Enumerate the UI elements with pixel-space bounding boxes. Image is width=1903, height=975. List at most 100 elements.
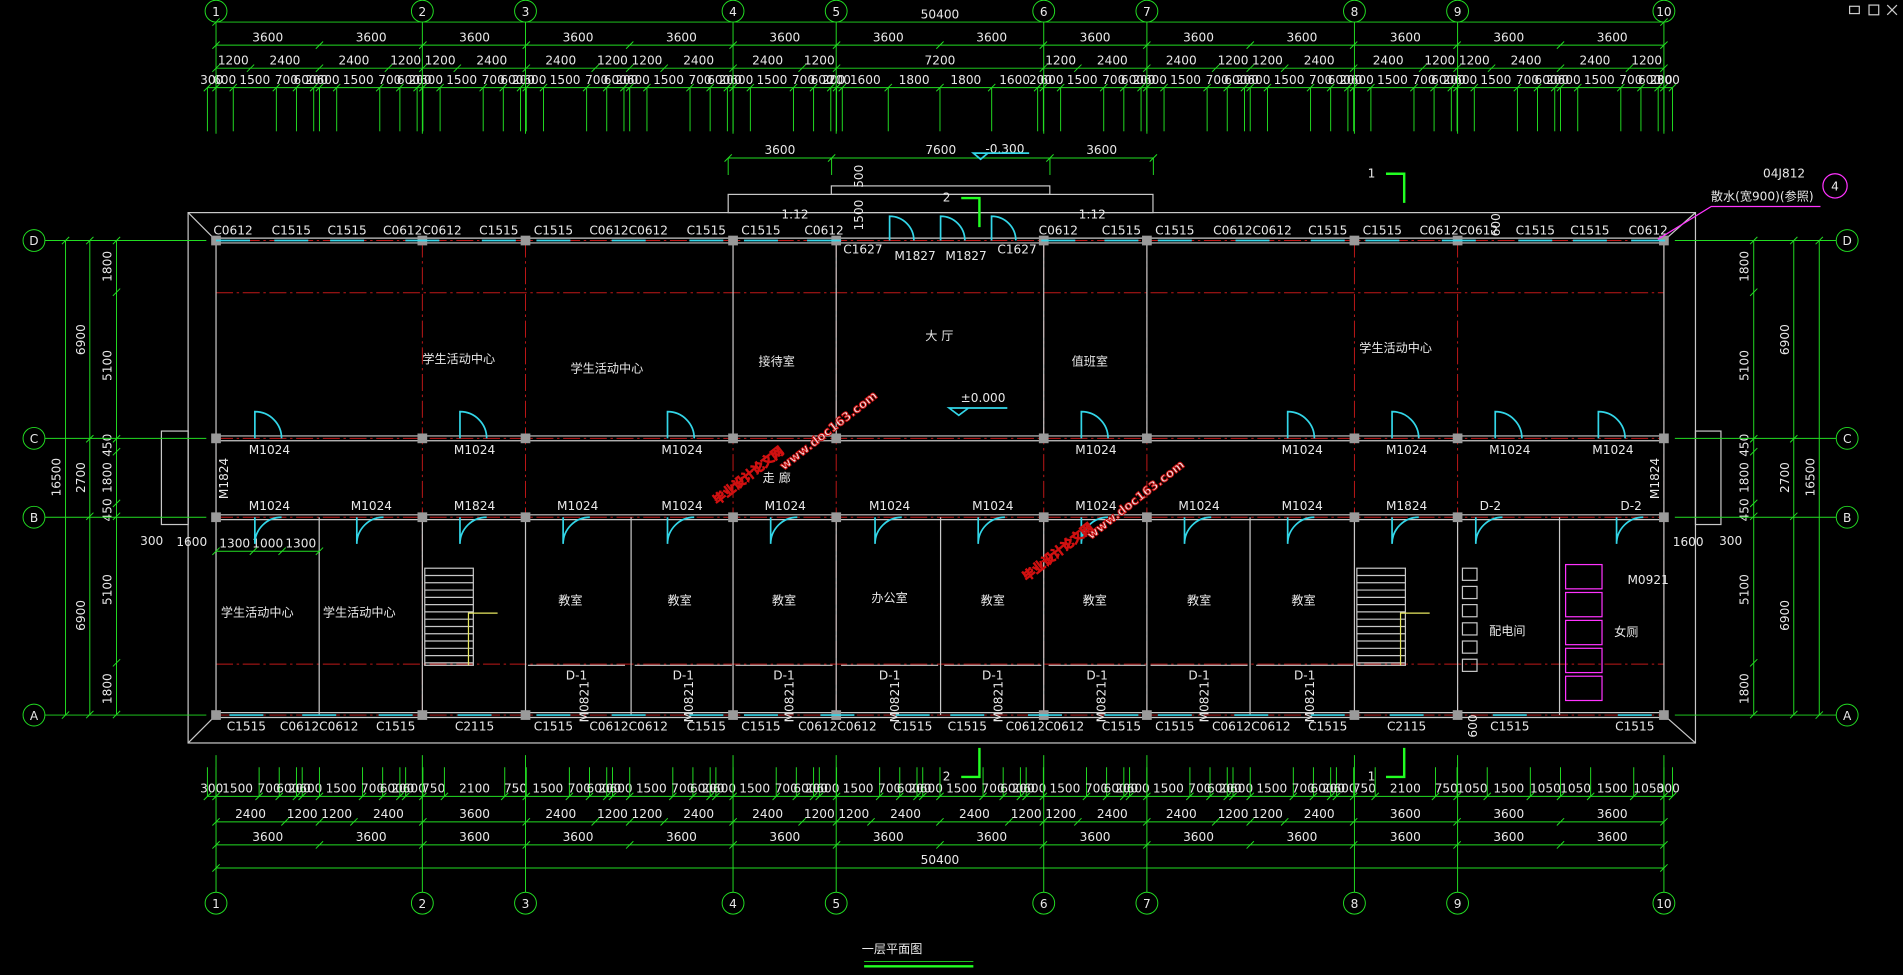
dim-tick <box>418 840 427 849</box>
toilet-stall <box>1564 591 1603 618</box>
dim-label: 200 <box>1236 73 1259 87</box>
axis-label: 1 <box>212 5 220 19</box>
dim-label: 1200 <box>838 807 869 821</box>
dim-label: 600 <box>1230 782 1253 796</box>
dim-tick <box>85 710 94 719</box>
dim-label: 600 <box>793 782 816 796</box>
column <box>728 433 738 444</box>
column <box>1349 433 1360 444</box>
side-porch <box>1694 430 1722 526</box>
column <box>1452 710 1463 720</box>
column <box>1349 235 1360 246</box>
drawing-title: 一层平面图 <box>862 942 923 956</box>
door-swing <box>562 516 590 544</box>
column <box>1038 512 1049 523</box>
room-label: 女厕 <box>1614 624 1638 639</box>
dim-tick <box>1749 710 1758 719</box>
door-label: M1024 <box>249 499 291 513</box>
fixture <box>1461 567 1478 581</box>
dim-tick <box>315 547 324 556</box>
minimize-icon[interactable] <box>1848 5 1860 15</box>
dim-label: 16500 <box>50 458 64 497</box>
fixture <box>1461 640 1478 654</box>
restore-icon[interactable] <box>1868 4 1880 16</box>
dim-label: 1200 <box>287 807 318 821</box>
dim-tick <box>1211 817 1220 826</box>
dim-tick <box>280 817 289 826</box>
axis-label: 7 <box>1143 5 1151 19</box>
fixture <box>1461 585 1478 600</box>
dim-label: 5100 <box>1738 574 1752 605</box>
dim-label: 1200 <box>1045 53 1076 67</box>
dim-tick <box>315 840 324 849</box>
door-label: M0821 <box>1198 681 1212 722</box>
dim-label: 1500 <box>756 73 787 87</box>
dim-label: 1050 <box>1633 782 1664 796</box>
dim-label: 3600 <box>252 830 283 844</box>
dim-label: 1500 <box>1050 782 1081 796</box>
dim-tick <box>1556 817 1565 826</box>
axis-label: 4 <box>729 5 737 19</box>
dim-tick <box>112 710 121 719</box>
room-label: 大 厅 <box>925 329 953 343</box>
section-label: 2 <box>943 769 951 783</box>
column <box>520 512 531 523</box>
dim-tick <box>1004 817 1013 826</box>
dim-label: 1500 <box>1597 782 1628 796</box>
dim-tick <box>1625 64 1634 73</box>
column <box>728 710 738 720</box>
room-label: 学生活动中心 <box>1359 340 1432 355</box>
door-label: M1024 <box>972 499 1014 513</box>
dim-label: 600 <box>1127 782 1150 796</box>
window-label: C0612C0612 <box>1213 223 1292 237</box>
dim-label: 1200 <box>632 53 663 67</box>
door-label: M1024 <box>1075 443 1117 457</box>
dim-label: 1500 <box>532 782 563 796</box>
dim-tick <box>315 817 324 826</box>
window-label: C0612C0612 <box>1419 223 1498 237</box>
dim-tick <box>1749 512 1758 521</box>
door-label: D-1 <box>1294 669 1315 683</box>
dim-tick <box>798 64 807 73</box>
dim-label: 1500 <box>550 73 581 87</box>
dim-label: 1800 <box>101 462 115 493</box>
window-label: C1515 <box>1363 223 1402 237</box>
dim-label: 3600 <box>563 30 594 44</box>
dim-label: 1200 <box>1011 807 1042 821</box>
room-label: 学生活动中心 <box>570 361 643 376</box>
dim-tick <box>112 447 121 456</box>
axis-label: C <box>1843 432 1851 446</box>
column <box>1038 433 1049 444</box>
window-label: C1515 <box>1516 223 1555 237</box>
column <box>1142 710 1152 720</box>
dim-tick <box>246 64 255 73</box>
column <box>211 235 221 246</box>
door-swing <box>355 516 384 544</box>
dim-label: 16500 <box>1803 458 1817 497</box>
window-label: C1515 <box>687 223 726 237</box>
door-label: M1024 <box>1178 499 1220 513</box>
room-label: 教室 <box>981 592 1005 607</box>
dim-label: 1800 <box>950 73 981 87</box>
dim-label: 200 <box>701 782 724 796</box>
dim-label: 700 <box>689 73 712 87</box>
window-label: C0612C0612 <box>280 720 359 734</box>
axis-label: 5 <box>832 5 840 19</box>
dim-tick <box>522 840 531 849</box>
window-controls <box>1848 4 1898 16</box>
dim-label: 3600 <box>1080 830 1111 844</box>
dim-label: 1500 <box>1377 73 1408 87</box>
door-swing <box>977 516 1005 544</box>
dim-tick <box>935 41 944 50</box>
dim-label: 1300 <box>219 536 250 550</box>
dim-tick <box>112 499 121 508</box>
close-icon[interactable] <box>1886 4 1898 16</box>
dim-label: 600 <box>587 782 610 796</box>
dim-label: 450 <box>101 498 115 521</box>
window-label: C1515 <box>1155 223 1194 237</box>
dim-label: 2400 <box>545 807 576 821</box>
section-label: 1 <box>1368 769 1376 783</box>
section-mark <box>961 196 981 228</box>
door-swing <box>1494 410 1523 439</box>
axis-label: 3 <box>522 5 530 19</box>
